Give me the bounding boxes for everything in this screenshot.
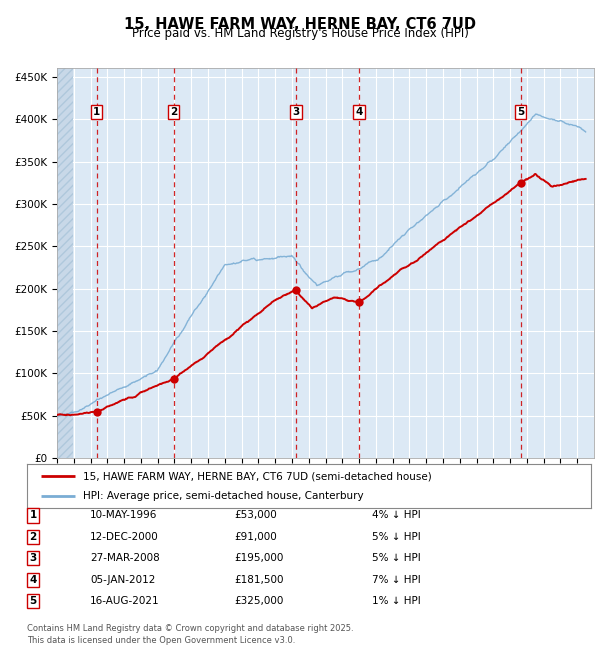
Text: 1: 1: [93, 107, 100, 118]
Text: 15, HAWE FARM WAY, HERNE BAY, CT6 7UD (semi-detached house): 15, HAWE FARM WAY, HERNE BAY, CT6 7UD (s…: [83, 471, 432, 481]
Text: 4: 4: [29, 575, 37, 585]
Text: 1% ↓ HPI: 1% ↓ HPI: [372, 596, 421, 606]
Text: 16-AUG-2021: 16-AUG-2021: [90, 596, 160, 606]
Text: 1: 1: [29, 510, 37, 521]
Text: £53,000: £53,000: [234, 510, 277, 521]
Text: 7% ↓ HPI: 7% ↓ HPI: [372, 575, 421, 585]
Text: 10-MAY-1996: 10-MAY-1996: [90, 510, 157, 521]
Text: Contains HM Land Registry data © Crown copyright and database right 2025.
This d: Contains HM Land Registry data © Crown c…: [27, 624, 353, 645]
Text: 15, HAWE FARM WAY, HERNE BAY, CT6 7UD: 15, HAWE FARM WAY, HERNE BAY, CT6 7UD: [124, 16, 476, 32]
Text: 3: 3: [292, 107, 299, 118]
Text: 05-JAN-2012: 05-JAN-2012: [90, 575, 155, 585]
Text: 2: 2: [29, 532, 37, 542]
Text: 5% ↓ HPI: 5% ↓ HPI: [372, 532, 421, 542]
Text: HPI: Average price, semi-detached house, Canterbury: HPI: Average price, semi-detached house,…: [83, 491, 364, 501]
Text: 2: 2: [170, 107, 177, 118]
Text: Price paid vs. HM Land Registry's House Price Index (HPI): Price paid vs. HM Land Registry's House …: [131, 27, 469, 40]
Text: 5: 5: [29, 596, 37, 606]
Text: £195,000: £195,000: [234, 553, 283, 564]
Text: 4: 4: [356, 107, 363, 118]
Text: £325,000: £325,000: [234, 596, 283, 606]
Text: 5% ↓ HPI: 5% ↓ HPI: [372, 553, 421, 564]
Text: £181,500: £181,500: [234, 575, 284, 585]
Text: 4% ↓ HPI: 4% ↓ HPI: [372, 510, 421, 521]
Text: 27-MAR-2008: 27-MAR-2008: [90, 553, 160, 564]
Text: £91,000: £91,000: [234, 532, 277, 542]
Text: 5: 5: [517, 107, 524, 118]
Text: 3: 3: [29, 553, 37, 564]
Text: 12-DEC-2000: 12-DEC-2000: [90, 532, 159, 542]
